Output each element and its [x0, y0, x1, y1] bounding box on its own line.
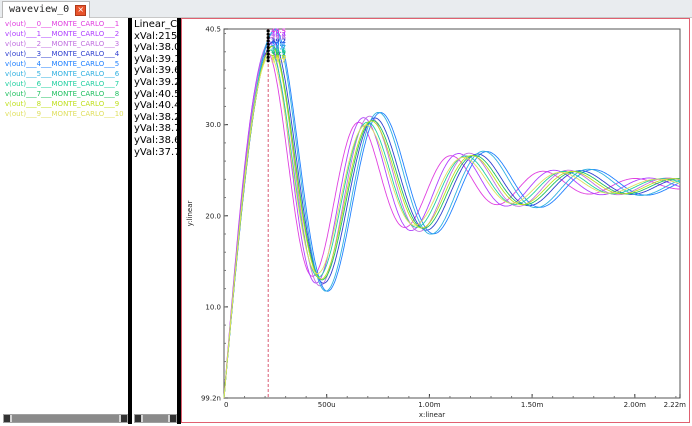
cursor-marker [266, 45, 270, 50]
waveform-series-line [223, 49, 681, 399]
cursor-values-panel: Linear_CoxVal:215uyVal:38.0yVal:39.1yVal… [133, 18, 177, 422]
cursor-marker-label: 38.6 [271, 48, 286, 55]
cursor-marker [266, 49, 270, 53]
legend-item[interactable]: v(out)___6___MONTE_CARLO___7 [5, 80, 120, 88]
x-tick-label: 0 [224, 401, 228, 409]
legend-horizontal-scrollbar[interactable] [3, 414, 128, 423]
y-tick-label: 40.5 [205, 26, 221, 34]
x-tick-label: 1.00m [418, 401, 441, 409]
scroll-thumb[interactable] [143, 415, 168, 422]
y-tick-label: 99.2n [201, 395, 221, 403]
cursor-marker [266, 52, 270, 56]
waveform-series-line [223, 51, 680, 399]
waveform-series-line [223, 36, 681, 399]
y-tick-label: 10.0 [205, 303, 221, 311]
x-tick-label: 1.50m [521, 401, 544, 409]
signal-legend-panel: v(out)___0___MONTE_CARLO___1 v(out)___1__… [2, 18, 128, 422]
cursor-name: Linear_Co [134, 19, 177, 30]
tab-bar: waveview_0 × [0, 0, 692, 18]
waveform-plot-area[interactable]: 99.2n 10.0 20.0 30.0 40.5 0 500u 1.00m 1.50m 2.00… [181, 18, 690, 423]
cursor-marker [266, 42, 270, 46]
legend-item[interactable]: v(out)___7___MONTE_CARLO___8 [5, 90, 120, 98]
cursor-value: yVal:39.1 [134, 53, 177, 65]
scroll-right-arrow-icon[interactable] [121, 415, 127, 422]
x-axis-label: x:linear [419, 411, 445, 419]
waveform-series-line [223, 45, 680, 399]
cursor-marker-label: 38.2 [271, 51, 286, 58]
waveform-series-line [223, 29, 681, 399]
cursor-marker-label: 39.2 [271, 38, 286, 45]
y-tick-label: 20.0 [205, 212, 221, 220]
scroll-right-arrow-icon[interactable] [170, 415, 176, 422]
waveform-series-line [223, 41, 681, 399]
tab-waveview[interactable]: waveview_0 × [2, 1, 91, 18]
cursor-value: yVal:38.0 [134, 42, 177, 54]
waveform-series-line [223, 54, 681, 399]
cursor-horizontal-scrollbar[interactable] [134, 414, 177, 423]
cursor-marker-label: 38.7 [271, 45, 286, 52]
close-icon[interactable]: × [75, 5, 87, 16]
scroll-left-arrow-icon[interactable] [135, 415, 141, 422]
cursor-marker [266, 32, 270, 36]
plot-border [223, 28, 681, 399]
tab-title: waveview_0 [9, 4, 70, 15]
cursor-value: yVal:38.6 [134, 135, 177, 146]
cursor-marker [266, 36, 270, 40]
cursor-value: xVal:215u [134, 30, 177, 42]
legend-item[interactable]: v(out)___3___MONTE_CARLO___4 [5, 50, 120, 58]
y-axis-label: y:linear [186, 200, 194, 226]
waveform-chart[interactable]: 99.2n 10.0 20.0 30.0 40.5 0 500u 1.00m 1.50m 2.00… [182, 19, 689, 422]
cursor-value: yVal:37.7 [134, 146, 177, 158]
legend-item[interactable]: v(out)___2___MONTE_CARLO___3 [5, 40, 120, 48]
waveform-series-line [223, 28, 681, 399]
scroll-left-arrow-icon[interactable] [4, 415, 10, 422]
scroll-thumb[interactable] [12, 415, 119, 422]
cursor-value: yVal:39.6 [134, 65, 177, 77]
panel-divider[interactable] [128, 18, 132, 424]
y-tick-label: 30.0 [205, 121, 221, 129]
cursor-value: yVal:38.7 [134, 123, 177, 135]
x-tick-label: 2.22m [664, 401, 687, 409]
cursor-marker-label: 40.5 [271, 28, 286, 35]
x-tick-label: 500u [318, 401, 336, 409]
cursor-marker [266, 29, 270, 33]
legend-item[interactable]: v(out)___8___MONTE_CARLO___9 [5, 100, 120, 108]
legend-item[interactable]: v(out)___5___MONTE_CARLO___6 [5, 70, 120, 78]
cursor-value: yVal:40.4 [134, 100, 177, 112]
cursor-value: yVal:40.5 [134, 88, 177, 100]
cursor-marker-label: 40.4 [271, 31, 286, 38]
cursor-marker-label: 38.0 [271, 54, 286, 61]
legend-item[interactable]: v(out)___1___MONTE_CARLO___2 [5, 30, 120, 38]
waveform-series-line [223, 45, 681, 399]
legend-item[interactable]: v(out)___0___MONTE_CARLO___1 [5, 20, 120, 28]
cursor-marker [266, 39, 270, 43]
x-tick-label: 2.00m [624, 401, 647, 409]
legend-item[interactable]: v(out)___9___MONTE_CARLO___10 [5, 110, 124, 118]
cursor-value: yVal:39.2 [134, 77, 177, 88]
legend-item[interactable]: v(out)___4___MONTE_CARLO___5 [5, 60, 120, 68]
panel-divider[interactable] [177, 18, 181, 424]
cursor-value: yVal:38.2 [134, 111, 177, 123]
waveform-series-line [223, 40, 681, 399]
cursor-marker [266, 55, 270, 60]
cursor-marker-label: 39.6 [271, 35, 286, 42]
cursor-marker [266, 59, 270, 63]
cursor-marker-label: 39.1 [271, 41, 286, 48]
cursor-marker-label: 37.7 [271, 58, 286, 65]
